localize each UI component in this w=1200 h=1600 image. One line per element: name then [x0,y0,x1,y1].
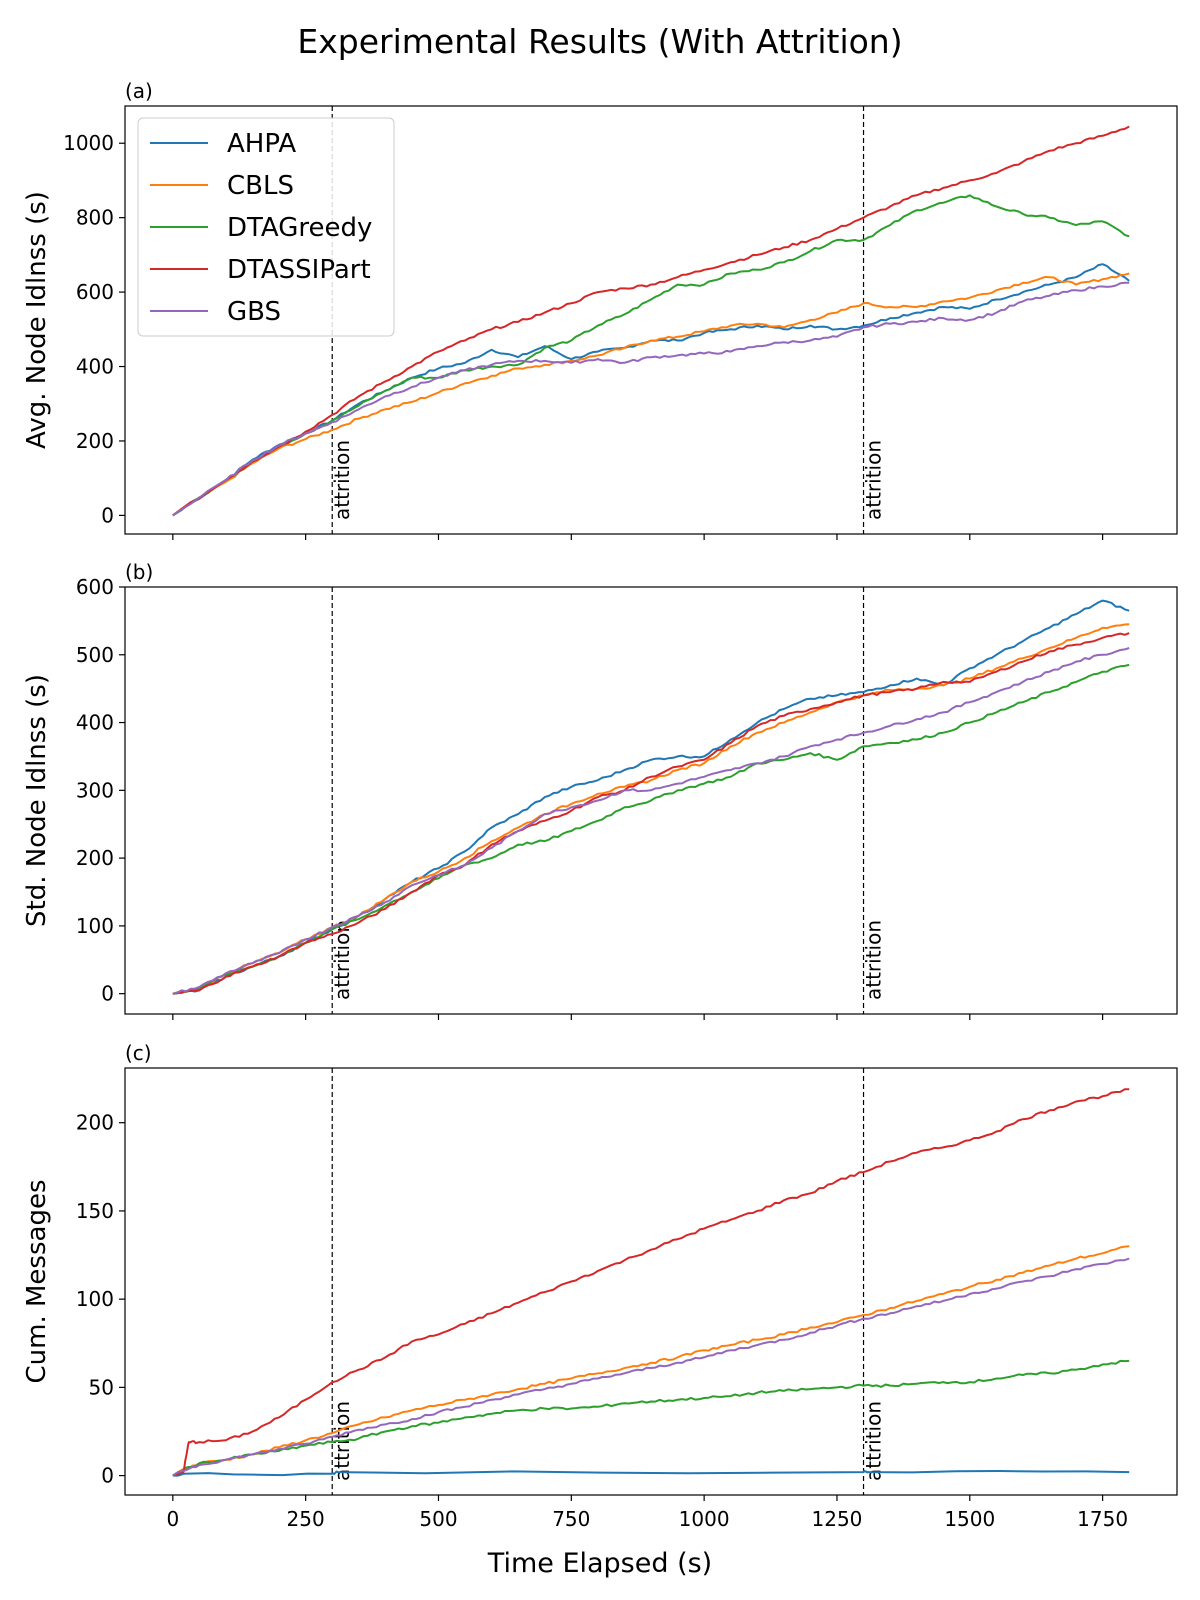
y-tick-label: 400 [76,355,114,379]
y-tick-label: 400 [76,711,114,735]
x-tick-label: 0 [166,1507,179,1531]
attrition-label: attrition [862,440,886,520]
figure-title: Experimental Results (With Attrition) [297,22,903,61]
attrition-label: attrition [330,920,354,1000]
y-tick-label: 600 [76,575,114,599]
y-axis-title: Cum. Messages [22,1180,52,1384]
chart-panel-1: attrition attrition 0 200 400 600 800 1000 (a) Av… [22,79,1178,540]
series-line-dtassipart [172,125,1130,517]
plot-frame [124,586,1178,1015]
panel-label: (c) [125,1041,152,1065]
y-axis-title: Avg. Node Idlnss (s) [22,191,52,449]
panel-label: (b) [125,560,153,584]
x-tick-label: 1250 [812,1507,863,1531]
legend-label-cbls: CBLS [227,171,294,201]
y-tick-label: 100 [76,914,114,938]
legend-label-dtassipart: DTASSIPart [227,255,371,285]
y-tick-label: 100 [76,1287,114,1311]
legend-label-ahpa: AHPA [227,129,296,159]
x-tick-label: 500 [419,1507,457,1531]
y-tick-label: 500 [76,643,114,667]
plot-frame [124,1067,1178,1496]
series-line-gbs [172,647,1130,995]
y-tick-label: 200 [76,846,114,870]
attrition-label: attrition [862,1401,886,1481]
x-axis-title: Time Elapsed (s) [487,1548,713,1579]
series-line-ahpa [172,1469,1130,1477]
panel-label: (a) [125,79,153,103]
y-tick-label: 0 [101,1464,114,1488]
series-line-gbs [172,1257,1130,1477]
y-tick-label: 150 [76,1199,114,1223]
legend-box [137,117,395,337]
y-tick-label: 200 [76,429,114,453]
series-line-cbls [172,272,1130,517]
legend-label-dtagreedy: DTAGreedy [227,213,372,243]
y-tick-label: 300 [76,778,114,802]
x-tick-label: 1750 [1077,1507,1128,1531]
y-axis-title: Std. Node Idlnss (s) [22,674,52,927]
y-tick-label: 0 [101,982,114,1006]
plot-frame [124,105,1178,535]
x-tick-label: 1500 [944,1507,995,1531]
series-line-dtassipart [172,632,1130,995]
x-tick-label: 1000 [679,1507,730,1531]
series-line-gbs [172,281,1130,517]
y-tick-label: 200 [76,1111,114,1135]
y-tick-label: 50 [89,1375,114,1399]
series-line-ahpa [172,263,1130,517]
series-line-dtagreedy [172,1359,1130,1477]
x-tick-label: 750 [552,1507,590,1531]
legend-label-gbs: GBS [227,297,281,327]
y-tick-label: 800 [76,206,114,230]
series-line-dtagreedy [172,194,1130,517]
y-tick-label: 0 [101,503,114,527]
y-tick-label: 1000 [63,131,114,155]
series-line-dtagreedy [172,663,1130,995]
x-tick-label: 250 [287,1507,325,1531]
attrition-label: attrition [330,440,354,520]
attrition-label: attrition [862,920,886,1000]
series-line-cbls [172,1245,1130,1477]
y-tick-label: 600 [76,280,114,304]
chart-panel-2: attrition attrition 0 100 200 300 400 500 600 (b)… [22,560,1178,1020]
series-line-dtassipart [172,1088,1130,1477]
